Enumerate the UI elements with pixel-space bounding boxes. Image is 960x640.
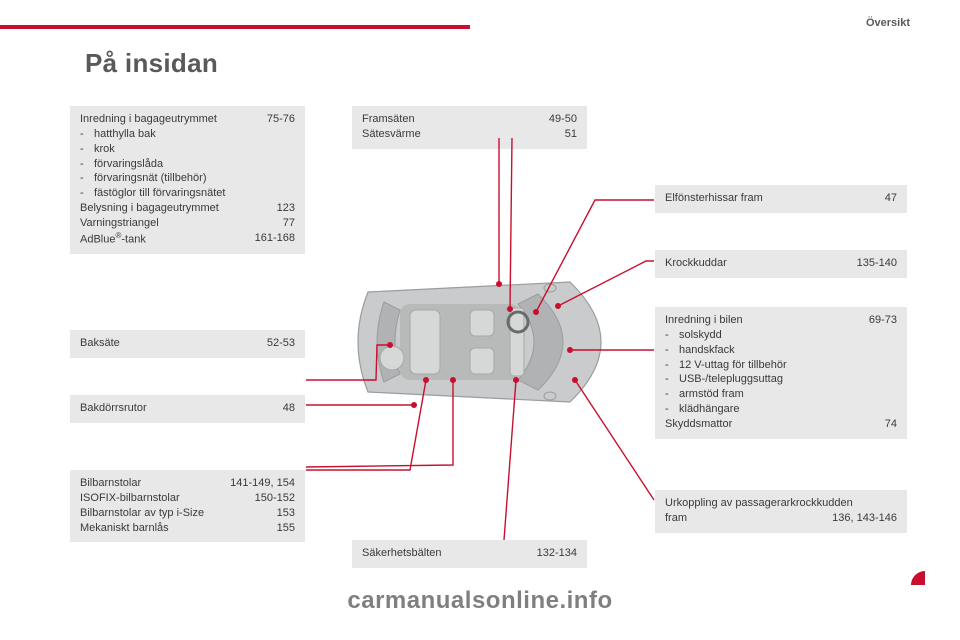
front-seats-label-1: Sätesvärme: [362, 127, 559, 142]
el-windows-label: Elfönsterhissar fram: [665, 191, 879, 206]
interior-mats-label: Skyddsmattor: [665, 417, 879, 432]
seat-belts-label: Säkerhetsbälten: [362, 546, 531, 561]
airbags-pg: 135-140: [857, 256, 897, 271]
deactivate-line2-label: fram: [665, 511, 826, 526]
interior-bullet: armstöd fram: [665, 387, 897, 402]
interior-row1-label: Inredning i bilen: [665, 313, 863, 328]
child-seats-pg-1: 150-152: [255, 491, 295, 506]
box-el-windows: Elfönsterhissar fram 47: [655, 185, 907, 213]
interior-row1-pg: 69-73: [869, 313, 897, 328]
page-title: På insidan: [85, 48, 218, 79]
section-label: Översikt: [866, 17, 910, 29]
page-corner-marker: [911, 571, 925, 585]
header-red-bar: [0, 25, 470, 29]
front-seats-label-0: Framsäten: [362, 112, 543, 127]
child-seats-pg-2: 153: [277, 506, 295, 521]
child-seats-label-1: ISOFIX-bilbarnstolar: [80, 491, 249, 506]
boot-row-c-label: AdBlue®-tank: [80, 231, 249, 248]
child-seats-label-3: Mekaniskt barnlås: [80, 521, 271, 536]
child-seats-label-2: Bilbarnstolar av typ i-Size: [80, 506, 271, 521]
box-rear-windows: Bakdörrsrutor 48: [70, 395, 305, 423]
airbags-label: Krockkuddar: [665, 256, 851, 271]
deactivate-line1: Urkoppling av passagerarkrockkudden: [665, 496, 897, 511]
box-airbags: Krockkuddar 135-140: [655, 250, 907, 278]
interior-bullet: 12 V-uttag för tillbehör: [665, 358, 897, 373]
box-boot: Inredning i bagageutrymmet 75-76 hatthyl…: [70, 106, 305, 254]
boot-row-a-label: Belysning i bagageutrymmet: [80, 201, 271, 216]
boot-row-b-pg: 77: [283, 216, 295, 231]
box-child-seats: Bilbarnstolar 141-149, 154 ISOFIX-bilbar…: [70, 470, 305, 542]
boot-bullet: förvaringslåda: [80, 157, 295, 172]
front-seats-pg-0: 49-50: [549, 112, 577, 127]
deactivate-line2-pg: 136, 143-146: [832, 511, 897, 526]
interior-bullet: handskfack: [665, 343, 897, 358]
box-front-seats: Framsäten 49-50 Sätesvärme 51: [352, 106, 587, 149]
boot-row1-pg: 75-76: [267, 112, 295, 127]
boot-bullets: hatthylla bak krok förvaringslåda förvar…: [80, 127, 295, 201]
interior-bullet: klädhängare: [665, 402, 897, 417]
el-windows-pg: 47: [885, 191, 897, 206]
boot-row1-label: Inredning i bagageutrymmet: [80, 112, 261, 127]
boot-bullet: förvaringsnät (tillbehör): [80, 171, 295, 186]
front-seats-pg-1: 51: [565, 127, 577, 142]
seat-belts-pg: 132-134: [537, 546, 577, 561]
interior-bullets: solskydd handskfack 12 V-uttag för tillb…: [665, 328, 897, 417]
box-seat-belts: Säkerhetsbälten 132-134: [352, 540, 587, 568]
box-interior: Inredning i bilen 69-73 solskydd handskf…: [655, 307, 907, 439]
child-seats-pg-3: 155: [277, 521, 295, 536]
boot-bullet: krok: [80, 142, 295, 157]
box-deactivate-airbag: Urkoppling av passagerarkrockkudden fram…: [655, 490, 907, 533]
boot-row-c-pg: 161-168: [255, 231, 295, 246]
boot-row-a-pg: 123: [277, 201, 295, 216]
watermark: carmanualsonline.info: [347, 587, 612, 615]
boot-row-b-label: Varningstriangel: [80, 216, 277, 231]
child-seats-label-0: Bilbarnstolar: [80, 476, 224, 491]
car-diagram: [340, 262, 640, 422]
rear-windows-pg: 48: [283, 401, 295, 416]
interior-bullet: USB-/telepluggsuttag: [665, 372, 897, 387]
rear-seat-label: Baksäte: [80, 336, 261, 351]
rear-seat-pg: 52-53: [267, 336, 295, 351]
interior-bullet: solskydd: [665, 328, 897, 343]
child-seats-pg-0: 141-149, 154: [230, 476, 295, 491]
interior-mats-pg: 74: [885, 417, 897, 432]
boot-bullet: fästöglor till förvaringsnätet: [80, 186, 295, 201]
rear-windows-label: Bakdörrsrutor: [80, 401, 277, 416]
boot-bullet: hatthylla bak: [80, 127, 295, 142]
box-rear-seat: Baksäte 52-53: [70, 330, 305, 358]
